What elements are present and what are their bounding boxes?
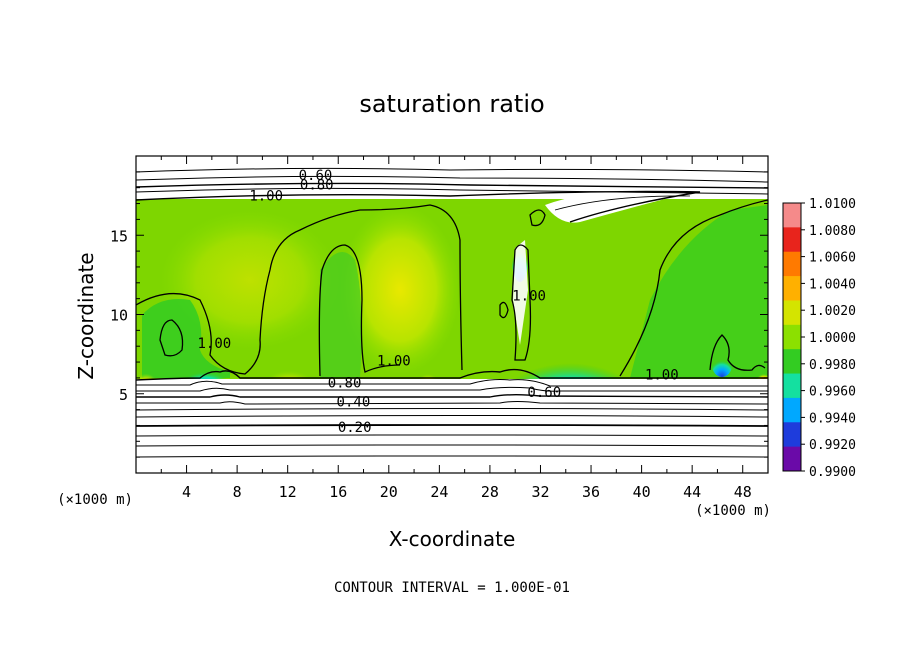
- contour-label: 0.60: [527, 385, 561, 401]
- colorbar-swatch: [783, 324, 801, 350]
- x-tick-label: 24: [430, 483, 448, 501]
- contour-label: 1.00: [198, 336, 232, 352]
- x-tick-label: 28: [481, 483, 499, 501]
- y-axis-title: Z-coordinate: [74, 252, 98, 379]
- field-green-patch: [142, 299, 230, 378]
- x-tick-label: 16: [329, 483, 347, 501]
- field-green-patch: [630, 205, 768, 378]
- plot-area: [136, 156, 768, 473]
- colorbar-swatch: [783, 227, 801, 253]
- x-tick-label: 32: [531, 483, 549, 501]
- contour-label: 0.40: [337, 395, 371, 411]
- contour-label: 0.20: [338, 420, 372, 436]
- contour-labels: 0.600.801.001.001.001.001.000.800.600.40…: [198, 168, 679, 436]
- contour-label: 0.60: [299, 168, 333, 184]
- colorbar-label: 1.0100: [809, 197, 856, 212]
- x-tick-label: 4: [182, 483, 191, 501]
- colorbar-swatch: [783, 349, 801, 375]
- colorbar-swatch: [783, 446, 801, 472]
- field-green-patch: [320, 252, 362, 378]
- x-tick-label: 40: [633, 483, 651, 501]
- colorbar: 1.0100 1.0080 1.0060 1.0040 1.0020 1.0000 0.99…: [782, 197, 856, 480]
- x-tick-label: 8: [233, 483, 242, 501]
- colorbar-swatch: [783, 373, 801, 399]
- contour-label: 1.00: [249, 189, 283, 205]
- contour-label: 0.80: [300, 178, 334, 194]
- colorbar-label: 0.9960: [809, 385, 856, 400]
- field-cold-spot: [712, 353, 732, 377]
- colorbar-swatch: [783, 422, 801, 448]
- contour-interval-note: CONTOUR INTERVAL = 1.000E-01: [334, 580, 570, 596]
- contour-label: 0.80: [328, 376, 362, 392]
- colorbar-label: 0.9940: [809, 411, 856, 426]
- colorbar-label: 0.9980: [809, 358, 856, 373]
- colorbar-label: 1.0020: [809, 304, 856, 319]
- x-tick-label: 36: [582, 483, 600, 501]
- contour-label: 1.00: [377, 353, 411, 369]
- field-white-region: [513, 240, 528, 345]
- y-tick-label: 5: [119, 386, 128, 404]
- colorbar-label: 1.0080: [809, 224, 856, 239]
- x-axis: 4 8 12 16 20 24 28 32 36 40 44 48: [160, 156, 769, 501]
- contours-unity: [136, 199, 768, 377]
- field-warm-core: [340, 205, 460, 375]
- colorbar-label: 0.9900: [809, 465, 856, 480]
- colorbar-label: 1.0040: [809, 277, 856, 292]
- colorbar-swatch: [783, 203, 801, 228]
- x-axis-title: X-coordinate: [389, 527, 516, 551]
- colorbar-swatch: [783, 300, 801, 326]
- contours-lower: [136, 368, 768, 458]
- colorbar-swatch: [783, 276, 801, 301]
- colorbar-label: 1.0000: [809, 331, 856, 346]
- colorbar-label: 0.9920: [809, 438, 856, 453]
- x-tick-label: 20: [380, 483, 398, 501]
- colorbar-swatch: [783, 251, 801, 277]
- y-axis: 5 10 15: [110, 171, 768, 458]
- colorbar-label: 1.0060: [809, 251, 856, 266]
- colorbar-swatch: [783, 397, 801, 423]
- x-unit-label-left: (×1000 m): [57, 492, 133, 508]
- x-tick-label: 12: [279, 483, 297, 501]
- contour-label: 1.00: [512, 288, 546, 304]
- contours-upper: [136, 167, 768, 223]
- field-warm-left: [160, 210, 340, 350]
- y-tick-label: 10: [110, 307, 128, 325]
- x-unit-label-right: (×1000 m): [695, 503, 771, 519]
- chart-title: saturation ratio: [359, 90, 544, 118]
- contour-label: 1.00: [645, 368, 679, 384]
- x-tick-label: 48: [734, 483, 752, 501]
- x-tick-label: 44: [683, 483, 701, 501]
- y-tick-label: 15: [110, 227, 128, 245]
